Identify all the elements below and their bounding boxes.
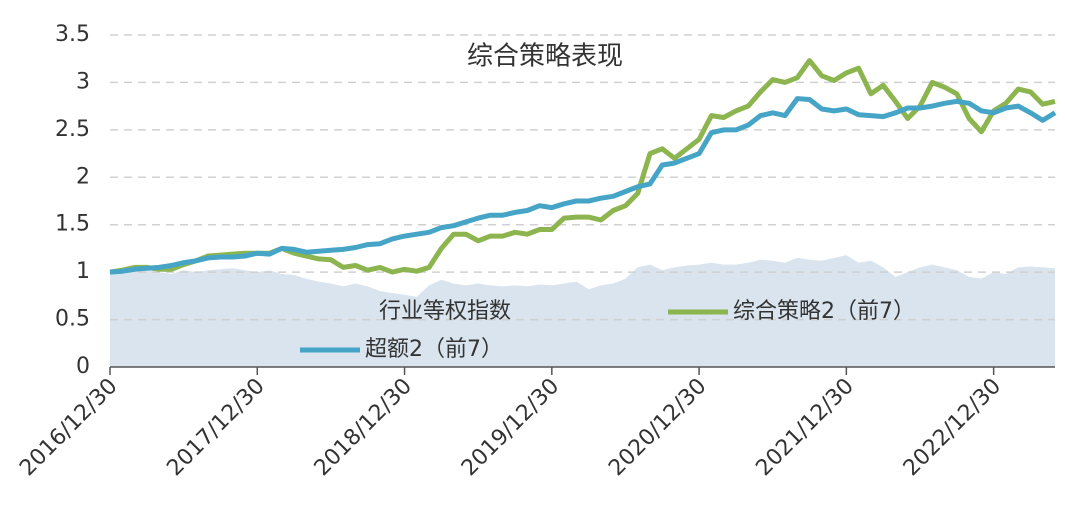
x-tick-label: 2021/12/30 [752, 374, 859, 481]
x-tick-label: 2020/12/30 [604, 374, 711, 481]
grid [110, 34, 1055, 321]
legend-label: 综合策略2（前7） [733, 299, 915, 324]
y-tick-label: 1 [76, 259, 90, 284]
x-tick-label: 2016/12/30 [15, 374, 122, 481]
y-tick-label: 3 [76, 69, 90, 94]
chart-title: 综合策略表现 [467, 42, 623, 72]
x-tick-label: 2019/12/30 [457, 374, 564, 481]
line [109, 58, 1056, 275]
y-tick-label: 2.5 [55, 117, 90, 142]
legend-label: 超额2（前7） [365, 337, 503, 362]
y-tick-label: 0.5 [55, 307, 90, 332]
x-tick-label: 2022/12/30 [899, 374, 1006, 481]
line [109, 96, 1057, 275]
y-tick-label: 3.5 [55, 22, 90, 47]
area [110, 255, 1055, 367]
plot [110, 255, 1055, 367]
x-tick-label: 2018/12/30 [310, 374, 417, 481]
y-tick-label: 1.5 [55, 212, 90, 237]
legend-label: 行业等权指数 [379, 299, 511, 324]
y-tick-label: 2 [76, 164, 90, 189]
x-tick-label: 2017/12/30 [162, 374, 269, 481]
y-tick-label: 0 [76, 354, 90, 379]
